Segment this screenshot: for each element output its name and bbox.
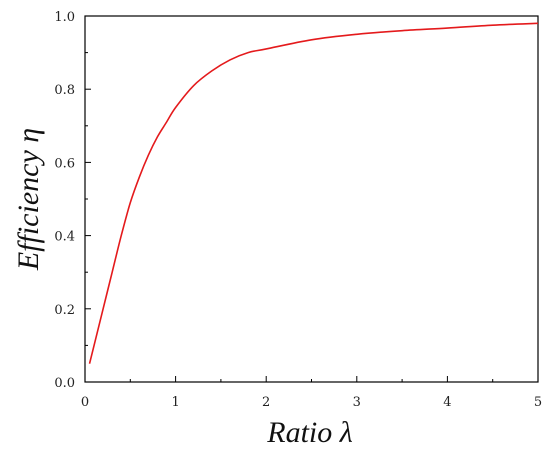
x-axis-ticks: 0 1 2 3 4 5 xyxy=(81,376,542,410)
plot-border xyxy=(84,15,539,383)
series-layer xyxy=(88,22,539,364)
y-axis-ticks: 0.0 0.2 0.4 0.6 0.8 1.0 xyxy=(54,10,91,391)
y-tick-label: 0.4 xyxy=(54,230,75,245)
x-tick-label: 1 xyxy=(171,395,179,410)
efficiency-series-line xyxy=(88,22,539,364)
y-tick-label: 1.0 xyxy=(54,10,75,25)
y-tick-label: 0.8 xyxy=(54,83,75,98)
y-tick-label: 0.2 xyxy=(54,303,75,318)
x-tick-label: 2 xyxy=(262,395,270,410)
plot-frame xyxy=(84,15,539,383)
x-tick-label: 0 xyxy=(81,395,89,410)
x-tick-label: 5 xyxy=(534,395,542,410)
y-tick-label: 0.0 xyxy=(54,376,75,391)
y-tick-label: 0.6 xyxy=(54,156,75,171)
x-tick-label: 4 xyxy=(443,395,451,410)
x-tick-label: 3 xyxy=(353,395,361,410)
x-axis-title: Ratio λ xyxy=(266,416,353,449)
y-axis-title: Efficiency η xyxy=(12,128,45,271)
